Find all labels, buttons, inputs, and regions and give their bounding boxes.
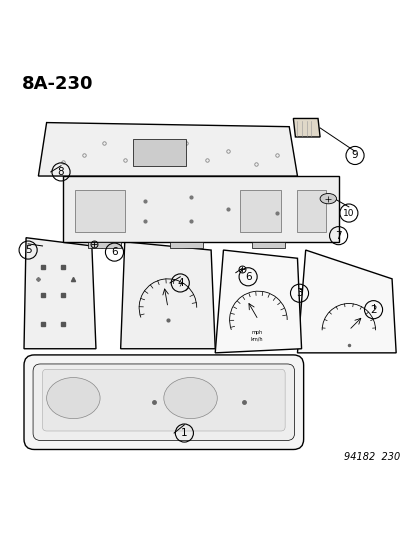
Ellipse shape [164,377,217,418]
Text: 1: 1 [180,428,187,438]
Bar [133,139,186,166]
Bar [88,242,120,248]
Polygon shape [120,242,215,349]
Text: 4: 4 [176,278,183,288]
Ellipse shape [47,377,100,418]
Text: 10: 10 [342,208,354,217]
Polygon shape [38,123,297,176]
Bar [239,190,280,231]
Polygon shape [297,250,395,353]
Text: 7: 7 [335,231,341,241]
Text: mph
km/h: mph km/h [250,330,263,341]
Text: 8: 8 [57,167,64,177]
Bar [297,190,325,231]
FancyBboxPatch shape [33,364,294,440]
Text: 6: 6 [111,247,118,257]
Polygon shape [63,176,338,242]
Text: 94182  230: 94182 230 [343,452,399,462]
Text: 3: 3 [295,288,302,298]
Polygon shape [24,238,96,349]
Text: 5: 5 [25,245,31,255]
Bar [252,242,285,248]
Text: 9: 9 [351,150,358,160]
Polygon shape [293,118,319,137]
Text: 8A-230: 8A-230 [22,75,93,93]
Text: 6: 6 [244,272,251,282]
Text: 2: 2 [369,305,376,314]
Bar [75,190,124,231]
FancyBboxPatch shape [24,355,303,449]
Bar [170,242,202,248]
Polygon shape [215,250,301,353]
FancyBboxPatch shape [43,369,285,431]
Ellipse shape [319,193,336,204]
